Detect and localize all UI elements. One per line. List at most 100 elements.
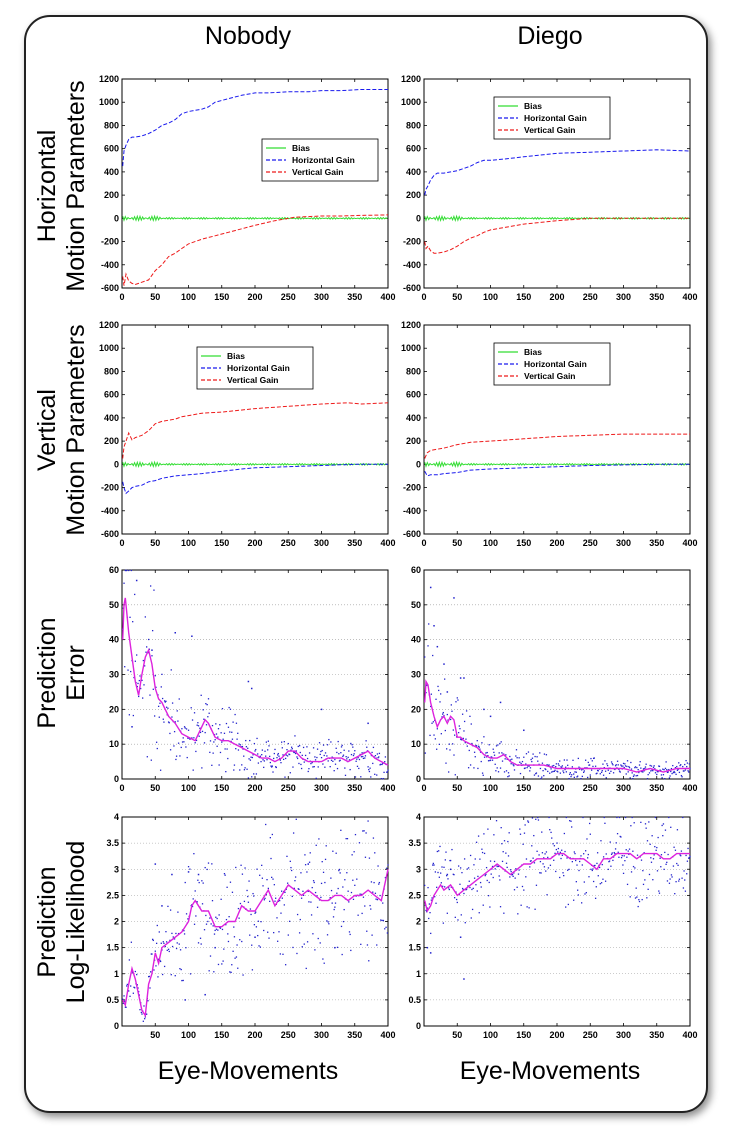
data-point	[513, 889, 516, 891]
data-point	[650, 861, 653, 863]
data-point	[518, 757, 520, 759]
data-point	[592, 868, 594, 870]
data-point	[497, 865, 500, 868]
data-point	[292, 766, 294, 768]
data-point	[634, 897, 637, 899]
data-point	[463, 858, 466, 860]
data-point	[561, 767, 563, 769]
data-point	[250, 756, 252, 758]
data-point	[613, 851, 615, 854]
data-point	[538, 854, 540, 856]
chart-v-nobody: 0 50 100 150 200 250 300 350 400-600-400-2000200…	[99, 320, 396, 548]
data-point	[616, 760, 619, 762]
y-tick-label: 1	[114, 969, 119, 979]
data-point	[329, 766, 331, 768]
data-point	[123, 582, 125, 584]
data-point	[154, 950, 156, 952]
data-point	[611, 852, 613, 854]
data-point	[151, 649, 153, 651]
data-point	[426, 684, 428, 687]
data-point	[383, 771, 385, 774]
data-point	[346, 872, 348, 874]
data-point	[568, 868, 570, 871]
data-point	[658, 892, 661, 894]
data-point	[231, 738, 234, 740]
data-point	[512, 875, 514, 878]
data-point	[356, 765, 359, 768]
data-point	[143, 684, 145, 686]
data-point	[503, 771, 506, 773]
data-point	[290, 866, 292, 869]
data-point	[301, 946, 303, 948]
data-point	[367, 820, 369, 822]
data-point	[361, 912, 363, 915]
data-point	[432, 721, 435, 723]
data-point	[661, 824, 663, 827]
data-point	[167, 707, 169, 709]
data-point	[621, 855, 623, 857]
data-point	[459, 883, 461, 885]
data-point	[334, 758, 336, 761]
data-point	[355, 895, 357, 897]
data-point	[225, 722, 228, 725]
data-point	[360, 776, 362, 778]
data-point	[527, 820, 529, 822]
data-point	[542, 769, 544, 772]
series-line-vertical-gain	[122, 214, 389, 286]
data-point	[315, 844, 317, 846]
data-point	[660, 866, 662, 868]
data-point	[307, 863, 309, 865]
data-point	[197, 942, 200, 944]
data-point	[170, 974, 172, 976]
data-point	[466, 868, 468, 870]
data-point	[428, 623, 430, 625]
data-point	[539, 872, 541, 874]
data-point	[140, 687, 142, 690]
data-point	[626, 765, 628, 768]
data-point	[550, 768, 552, 770]
data-point	[527, 751, 530, 753]
data-point	[469, 764, 472, 766]
data-point	[173, 730, 176, 733]
data-point	[195, 739, 198, 742]
data-point	[158, 716, 160, 718]
data-point	[132, 714, 135, 717]
data-point	[652, 770, 654, 772]
data-point	[566, 857, 568, 859]
data-point	[437, 685, 439, 688]
data-point	[275, 766, 277, 768]
data-point	[534, 908, 536, 910]
data-point	[219, 926, 221, 929]
y-tick-label: 200	[406, 190, 421, 200]
data-point	[376, 944, 378, 946]
data-point	[233, 769, 235, 771]
data-point	[314, 759, 317, 761]
data-point	[362, 830, 364, 832]
data-point	[202, 709, 204, 711]
data-point	[649, 764, 651, 767]
data-point	[543, 775, 545, 777]
data-point	[324, 858, 327, 861]
data-point	[144, 1016, 146, 1018]
data-point	[545, 754, 548, 756]
x-tick-label: 400	[380, 292, 395, 302]
data-point	[567, 903, 570, 906]
data-point	[199, 727, 201, 729]
data-point	[249, 739, 251, 742]
data-point	[552, 770, 554, 773]
data-point	[242, 974, 244, 976]
data-point	[567, 869, 569, 871]
data-point	[356, 758, 358, 760]
data-point	[151, 938, 154, 941]
data-point	[175, 947, 178, 950]
y-tick-label: 1200	[401, 74, 421, 84]
data-point	[153, 969, 155, 971]
data-point	[194, 742, 196, 744]
data-point	[629, 777, 631, 779]
data-point	[274, 900, 276, 902]
data-point	[455, 701, 457, 703]
data-point	[519, 828, 521, 830]
data-point	[487, 828, 489, 830]
data-point	[520, 762, 522, 765]
data-point	[307, 770, 309, 773]
